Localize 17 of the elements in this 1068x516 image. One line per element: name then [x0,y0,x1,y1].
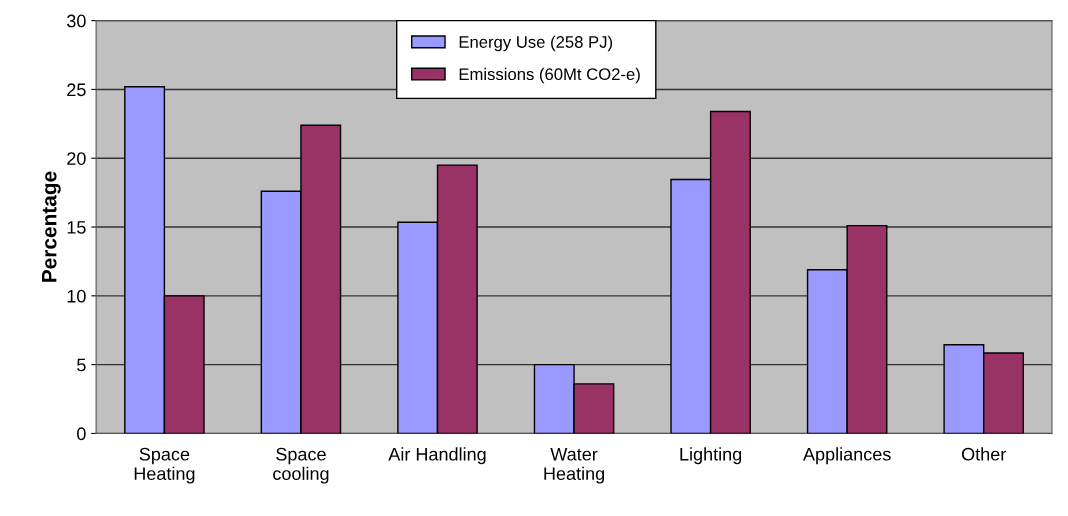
y-tick-label: 25 [67,83,86,97]
x-tick-label: Space Heating [134,447,195,484]
y-tick-label: 0 [77,427,86,441]
x-tick-label: Other [961,447,1006,461]
x-tick-label: Lighting [680,447,742,465]
y-tick-label: 10 [67,289,86,303]
x-tick-label: Space cooling [273,447,329,484]
legend-label: Emissions (60Mt CO2-e) [459,67,640,84]
x-tick-label: Air Handling [388,447,486,465]
y-axis-title: Percentage [42,171,61,282]
y-tick-label: 20 [67,152,86,165]
x-tick-label: Water Heating [544,447,605,484]
y-tick-label: 15 [67,221,86,234]
y-tick-label: 5 [77,358,86,372]
y-tick-label: 30 [67,14,86,28]
legend-label: Energy Use (258 PJ) [459,35,613,52]
x-tick-label: Appliances [803,447,891,465]
